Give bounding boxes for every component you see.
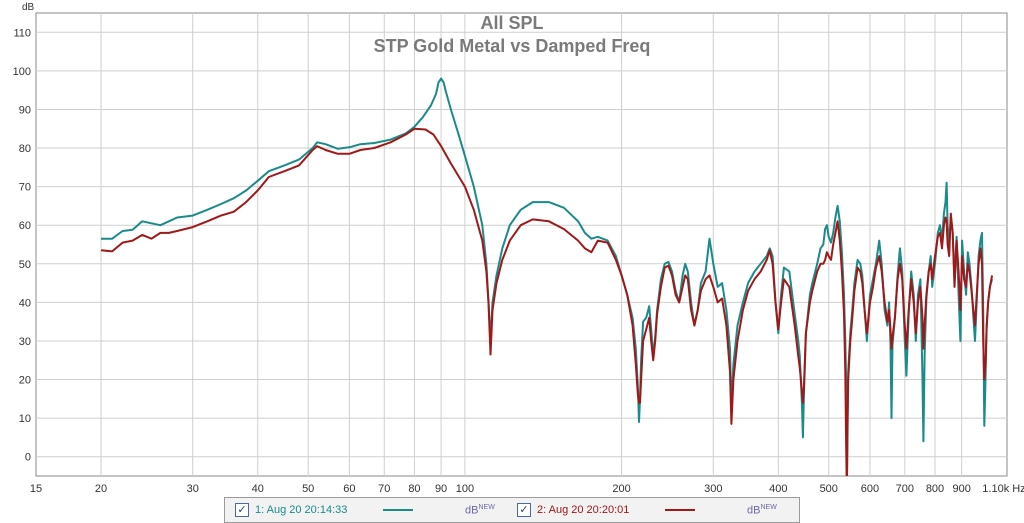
series-2-label: 2: Aug 20 20:20:01 [537, 504, 630, 516]
x-tick-label: 800 [926, 483, 944, 495]
legend-item-1[interactable]: ✓ 1: Aug 20 20:14:33 dBNEW [233, 498, 513, 522]
x-tick-label: 80 [408, 483, 420, 495]
x-tick-label: 50 [302, 483, 314, 495]
y-tick-label: 10 [19, 413, 31, 425]
y-tick-label: 40 [19, 297, 31, 309]
x-tick-label: 60 [343, 483, 355, 495]
series-group [100, 77, 994, 476]
legend-item-2[interactable]: ✓ 2: Aug 20 20:20:01 dBNEW [515, 498, 795, 522]
x-tick-label: 40 [252, 483, 264, 495]
series-1-db-text: dB [465, 504, 479, 517]
series-1-swatch [383, 509, 413, 511]
series-1-label: 1: Aug 20 20:14:33 [255, 504, 348, 516]
x-tick-label: 200 [612, 483, 630, 495]
series-2-db-sup: NEW [760, 504, 777, 511]
y-tick-label: 110 [13, 27, 31, 39]
series-2-line [100, 127, 994, 476]
y-tick-label: 70 [19, 182, 31, 194]
chart: 0 10 20 30 40 50 60 70 80 90 100 110 15 20 30 40 50 60 70… [13, 2, 1024, 495]
series-1-db: dBNEW [465, 504, 495, 517]
x-tick-label: 400 [769, 483, 787, 495]
y-tick-labels: 0 10 20 30 40 50 60 70 80 90 100 110 [13, 27, 31, 463]
x-tick-label: 300 [704, 483, 722, 495]
x-tick-label: 90 [435, 483, 447, 495]
plot-background [35, 12, 1008, 477]
x-tick-labels: 15 20 30 40 50 60 70 80 90 100 200 300 400 500 600 700 8… [30, 483, 1024, 495]
grid [36, 13, 1007, 476]
x-tick-label: 500 [820, 483, 838, 495]
x-tick-label: 1.10k Hz [982, 483, 1024, 495]
x-tick-label: 100 [456, 483, 474, 495]
y-tick-label: 80 [19, 143, 31, 155]
x-tick-label: 600 [861, 483, 879, 495]
y-tick-label: 20 [19, 375, 31, 387]
series-2-db-text: dB [747, 504, 761, 517]
series-2-checkbox[interactable]: ✓ [517, 503, 531, 517]
chart-title: All SPL [480, 13, 544, 33]
series-2-db: dBNEW [747, 504, 777, 517]
y-tick-label: 50 [19, 259, 31, 271]
y-tick-label: 100 [13, 66, 31, 78]
series-1-checkbox[interactable]: ✓ [235, 503, 249, 517]
y-axis-label: dB [22, 2, 35, 13]
legend: ✓ 1: Aug 20 20:14:33 dBNEW ✓ 2: Aug 20 2… [224, 497, 800, 523]
series-1-db-sup: NEW [478, 504, 495, 511]
y-tick-label: 30 [19, 336, 31, 348]
y-tick-label: 0 [25, 452, 31, 464]
x-tick-label: 700 [896, 483, 914, 495]
y-tick-label: 60 [19, 220, 31, 232]
x-tick-label: 70 [378, 483, 390, 495]
y-tick-label: 90 [19, 104, 31, 116]
series-2-swatch [665, 509, 695, 511]
x-tick-label: 900 [952, 483, 970, 495]
chart-subtitle: STP Gold Metal vs Damped Freq [373, 36, 651, 56]
x-tick-label: 30 [187, 483, 199, 495]
x-tick-label: 15 [30, 483, 42, 495]
x-tick-label: 20 [95, 483, 107, 495]
